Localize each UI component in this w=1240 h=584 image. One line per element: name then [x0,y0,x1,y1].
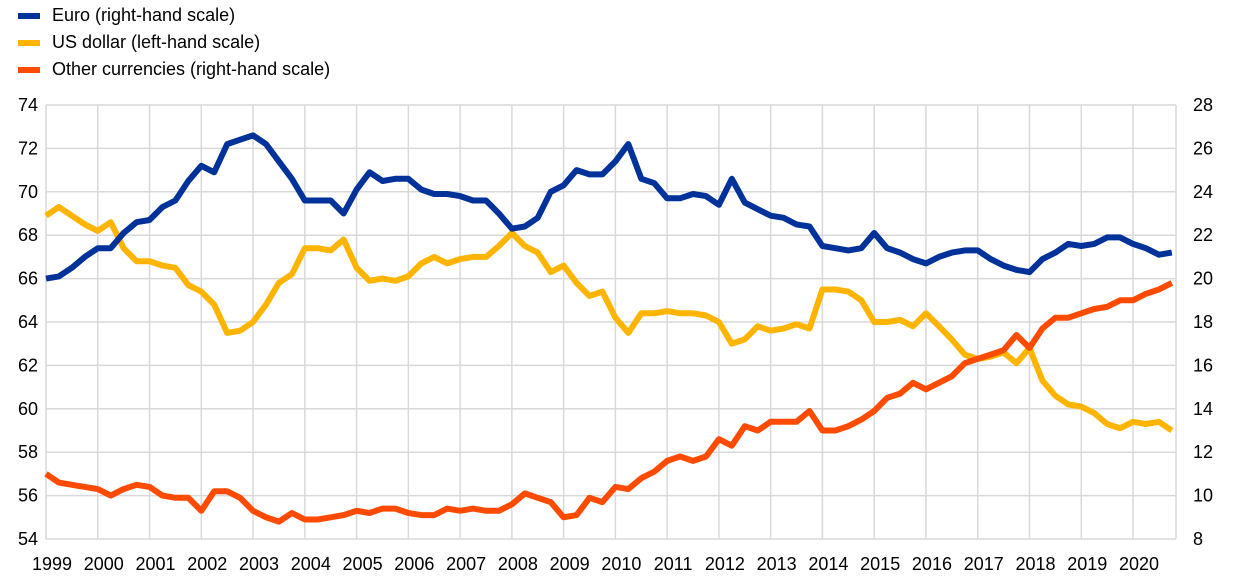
left-tick-label: 56 [18,486,38,506]
legend-label-us-dollar: US dollar (left-hand scale) [52,32,261,52]
x-tick-label: 2000 [84,554,124,574]
right-tick-label: 20 [1193,269,1213,289]
x-tick-label: 2002 [187,554,227,574]
x-tick-label: 2003 [239,554,279,574]
x-tick-label: 2008 [498,554,538,574]
us-dollar-line [44,204,1174,433]
x-tick-label: 2001 [136,554,176,574]
right-tick-label: 12 [1193,442,1213,462]
legend-item-euro: Euro (right-hand scale) [18,2,330,29]
right-tick-label: 8 [1193,529,1203,549]
right-tick-label: 10 [1193,486,1213,506]
x-tick-label: 2009 [550,554,590,574]
x-tick-label: 2005 [343,554,383,574]
x-tick-label: 2006 [394,554,434,574]
euro-line [45,132,1173,282]
left-tick-label: 68 [18,225,38,245]
right-tick-label: 14 [1193,399,1213,419]
legend-label-euro: Euro (right-hand scale) [52,5,236,25]
legend-item-other: Other currencies (right-hand scale) [18,56,330,83]
legend-label-other: Other currencies (right-hand scale) [52,59,331,79]
x-tick-label: 2015 [860,554,900,574]
left-tick-label: 72 [18,138,38,158]
left-tick-label: 74 [18,95,38,115]
x-tick-label: 2011 [654,554,693,574]
right-tick-label: 28 [1193,95,1213,115]
x-tick-label: 2004 [291,554,331,574]
left-tick-label: 62 [18,355,38,375]
x-tick-label: 2012 [705,554,745,574]
x-tick-label: 1999 [32,554,72,574]
x-tick-label: 2013 [757,554,797,574]
x-tick-label: 2014 [808,554,848,574]
right-axis-ticks: 8 10 12 14 16 18 20 22 24 26 28 [1193,95,1213,549]
left-tick-label: 66 [18,269,38,289]
gridlines [45,104,1177,540]
right-tick-label: 22 [1193,225,1213,245]
legend-item-us-dollar: US dollar (left-hand scale) [18,29,330,56]
right-tick-label: 18 [1193,312,1213,332]
legend: Euro (right-hand scale) US dollar (left-… [18,2,330,83]
x-tick-label: 2018 [1015,554,1055,574]
other-currencies-line [44,280,1174,525]
right-tick-label: 24 [1193,182,1213,202]
right-tick-label: 26 [1193,138,1213,158]
x-tick-label: 2016 [912,554,952,574]
left-tick-label: 54 [18,529,38,549]
legend-swatch-euro [18,12,40,19]
left-tick-label: 64 [18,312,38,332]
left-tick-label: 58 [18,442,38,462]
left-tick-label: 60 [18,399,38,419]
left-axis-ticks: 54 56 58 60 62 64 66 68 70 72 74 [18,95,38,549]
series-lines [44,132,1174,525]
x-tick-label: 2007 [446,554,486,574]
x-tick-label: 2020 [1119,554,1159,574]
right-tick-label: 16 [1193,355,1213,375]
legend-swatch-other [18,66,40,73]
legend-swatch-us-dollar [18,39,40,46]
x-tick-label: 2010 [601,554,641,574]
x-tick-label: 2019 [1067,554,1107,574]
left-tick-label: 70 [18,182,38,202]
x-tick-label: 2017 [964,554,1004,574]
x-axis-ticks: 1999 2000 2001 2002 2003 2004 2005 2006 2007 2008… [32,554,1159,574]
